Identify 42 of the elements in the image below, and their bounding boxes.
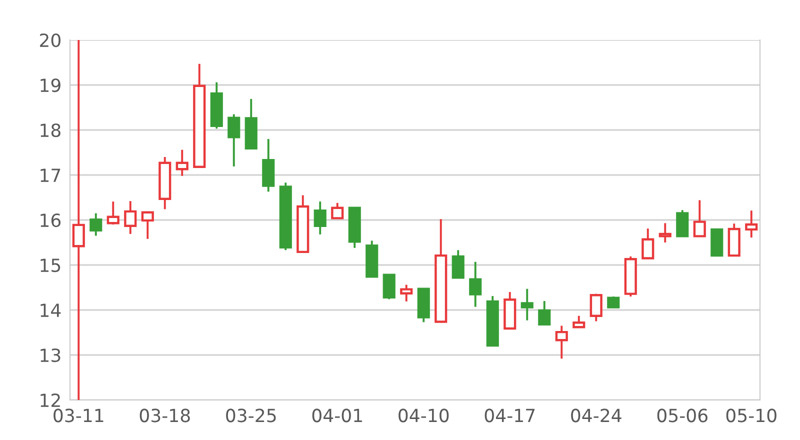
candlestick [331, 202, 344, 220]
candlestick [745, 210, 758, 239]
x-tick-label: 03-18 [140, 408, 190, 422]
candlestick [572, 314, 586, 328]
candlestick [400, 284, 413, 302]
x-tick-label: 03-25 [226, 408, 276, 422]
candlestick [590, 292, 602, 322]
candlestick [382, 274, 396, 300]
y-tick-label: 18 [40, 123, 60, 138]
y-tick-label: 19 [40, 78, 60, 92]
x-tick-label: 04-01 [312, 408, 362, 422]
y-tick-label: 12 [40, 393, 60, 407]
candlestick [607, 296, 620, 308]
candlestick [314, 200, 326, 236]
candlestick [228, 113, 240, 168]
y-tick-label: 13 [40, 348, 60, 362]
candlestick [520, 288, 534, 322]
candlestick [642, 228, 654, 260]
y-tick-label: 16 [40, 213, 61, 228]
candlestick [90, 212, 102, 237]
candlestick [72, 40, 85, 400]
y-tick-label: 14 [40, 304, 61, 317]
candlestick [469, 260, 482, 308]
candlestick [658, 222, 672, 244]
candlestick [124, 200, 137, 235]
x-tick-label: 05-06 [657, 408, 708, 422]
candlestick [106, 200, 120, 226]
candlestick [141, 211, 154, 240]
x-tick-label: 04-10 [398, 408, 449, 422]
x-tick-label: 04-17 [484, 408, 535, 422]
x-tick-label: 04-24 [571, 408, 622, 422]
y-tick-label: 17 [40, 168, 60, 182]
candlestick [538, 300, 551, 326]
y-tick-label: 20 [40, 33, 60, 48]
x-tick-label: 03-11 [54, 408, 104, 422]
candlestick [176, 148, 188, 177]
x-tick-label: 05-10 [726, 408, 776, 422]
y-tick-label: 15 [40, 258, 60, 272]
candlestick [693, 199, 706, 238]
candlestick [555, 324, 568, 360]
candlestick [676, 209, 689, 238]
candlestick [452, 249, 464, 280]
